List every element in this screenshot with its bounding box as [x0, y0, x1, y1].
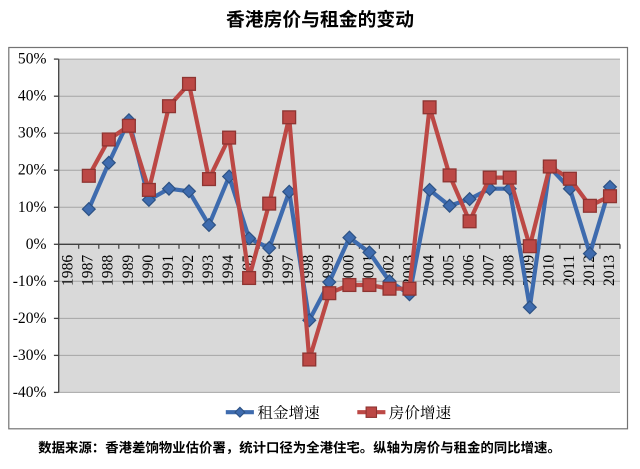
- svg-text:2012: 2012: [581, 255, 598, 286]
- svg-text:1994: 1994: [220, 255, 237, 286]
- svg-text:0%: 0%: [26, 236, 47, 253]
- svg-text:-30%: -30%: [13, 347, 47, 364]
- svg-text:1997: 1997: [280, 255, 297, 286]
- svg-text:2010: 2010: [541, 255, 558, 286]
- svg-text:1986: 1986: [60, 255, 77, 286]
- svg-text:2004: 2004: [421, 255, 438, 286]
- svg-text:40%: 40%: [18, 88, 47, 105]
- svg-text:30%: 30%: [18, 125, 47, 142]
- svg-text:1992: 1992: [180, 255, 197, 286]
- svg-text:1989: 1989: [120, 255, 137, 286]
- svg-text:10%: 10%: [18, 199, 47, 216]
- svg-text:2005: 2005: [441, 255, 458, 286]
- svg-text:1991: 1991: [160, 255, 177, 286]
- svg-text:2011: 2011: [561, 255, 578, 286]
- svg-text:1987: 1987: [80, 255, 97, 286]
- svg-text:50%: 50%: [18, 51, 47, 68]
- svg-text:2006: 2006: [461, 255, 478, 286]
- svg-text:1988: 1988: [100, 255, 117, 286]
- svg-text:20%: 20%: [18, 162, 47, 179]
- svg-text:-20%: -20%: [13, 310, 47, 327]
- svg-text:2013: 2013: [601, 255, 618, 286]
- svg-text:2008: 2008: [501, 255, 518, 286]
- svg-text:1993: 1993: [200, 255, 217, 286]
- svg-text:2007: 2007: [481, 255, 498, 286]
- svg-text:1996: 1996: [260, 255, 277, 286]
- svg-text:-10%: -10%: [13, 273, 47, 290]
- svg-text:-40%: -40%: [13, 384, 47, 401]
- svg-text:1990: 1990: [140, 255, 157, 286]
